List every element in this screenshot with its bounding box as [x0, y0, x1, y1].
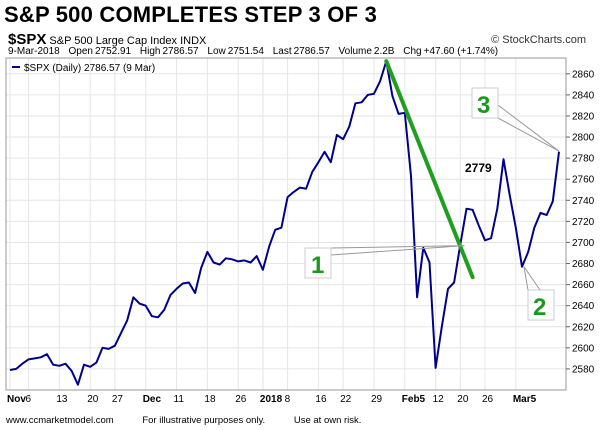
low-label: Low — [207, 46, 226, 57]
step-3-callout-leader — [497, 117, 560, 152]
x-tick-label: Mar5 — [513, 394, 537, 405]
y-tick-label: 2800 — [572, 133, 595, 144]
step-2-callout-box — [527, 289, 555, 321]
chg-label: Chg — [403, 46, 422, 57]
chg-value: +47.60 (+1.74%) — [423, 46, 499, 57]
y-tick-label: 2740 — [572, 196, 595, 207]
low-value: 2751.54 — [227, 46, 264, 57]
last-label: Last — [272, 46, 292, 57]
y-tick-label: 2720 — [572, 217, 595, 228]
x-tick-label: 13 — [56, 394, 68, 405]
x-tick-label: 20 — [457, 394, 469, 405]
quote-line: 9-Mar-2018 Open 2752.91 High 2786.57 Low 27… — [8, 46, 504, 57]
last-value: 2786.57 — [293, 46, 330, 57]
volume-value: 2.2B — [373, 46, 395, 57]
footer-note-risk: Use at own risk. — [293, 415, 362, 426]
y-tick-label: 2600 — [572, 343, 595, 354]
step-1-callout-leader — [330, 245, 465, 249]
y-tick-label: 2640 — [572, 301, 595, 312]
step-3-callout-box — [471, 87, 499, 119]
x-tick-label: Nov — [7, 394, 26, 405]
x-tick-label: 8 — [285, 394, 291, 405]
symbol: $SPX — [8, 31, 47, 48]
step-3-label: 3 — [477, 92, 490, 119]
y-tick-label: 2840 — [572, 90, 595, 101]
downtrend-line — [384, 59, 475, 280]
brand-watermark: © StockCharts.com — [491, 34, 586, 46]
footer-site: www.ccmarketmodel.com — [6, 415, 114, 426]
step-1-callout-leader — [330, 245, 465, 256]
x-tick-label: Dec — [143, 394, 162, 405]
symbol-description: S&P 500 Large Cap Index — [49, 35, 178, 47]
spx-price-line — [9, 60, 560, 386]
x-tick-label: 6 — [26, 394, 32, 405]
x-tick-label: 18 — [204, 394, 216, 405]
chart-headline: S&P 500 COMPLETES STEP 3 OF 3 — [4, 2, 378, 27]
x-tick-label: 20 — [87, 394, 99, 405]
x-tick-label: 22 — [340, 394, 352, 405]
y-tick-label: 2620 — [572, 322, 595, 333]
x-tick-label: 29 — [371, 394, 383, 405]
x-tick-label: 16 — [315, 394, 327, 405]
x-tick-label: 2018 — [260, 394, 283, 405]
plot-frame — [5, 57, 567, 391]
y-tick-label: 2660 — [572, 280, 595, 291]
y-tick-label: 2700 — [572, 238, 595, 249]
exchange: INDX — [180, 35, 207, 47]
legend-entry: $SPX (Daily) 2786.57 (9 Mar) — [24, 63, 155, 74]
high-value: 2786.57 — [162, 46, 199, 57]
open-value: 2752.91 — [94, 46, 132, 57]
footer: www.ccmarketmodel.com For illustrative p… — [6, 415, 387, 426]
step-2-callout-leader — [523, 266, 529, 291]
y-tick-label: 2860 — [572, 69, 595, 80]
symbol-line: $SPX S&P 500 Large Cap Index INDX — [8, 31, 206, 48]
y-tick-label: 2680 — [572, 259, 595, 270]
volume-label: Volume — [338, 46, 372, 57]
y-tick-label: 2820 — [572, 111, 595, 122]
x-tick-label: 11 — [174, 394, 185, 405]
step-1-label: 1 — [311, 252, 324, 279]
x-tick-label: Feb5 — [402, 394, 426, 405]
x-tick-label: 26 — [482, 394, 494, 405]
y-tick-label: 2760 — [572, 175, 595, 186]
prior-high-label: 2779 — [465, 161, 492, 175]
y-tick-label: 2780 — [572, 154, 595, 165]
x-tick-label: 27 — [112, 394, 124, 405]
high-label: High — [139, 46, 161, 57]
step-3-callout-leader — [497, 104, 560, 152]
open-label: Open — [68, 46, 93, 57]
step-2-label: 2 — [533, 294, 546, 321]
step-1-callout-box — [304, 247, 332, 279]
y-tick-label: 2580 — [572, 364, 595, 375]
footer-note-illustrative: For illustrative purposes only. — [142, 415, 266, 426]
x-tick-label: 12 — [433, 394, 445, 405]
quote-date: 9-Mar-2018 — [8, 46, 60, 57]
x-tick-label: 26 — [235, 394, 247, 405]
step-2-callout-leader — [523, 266, 541, 291]
